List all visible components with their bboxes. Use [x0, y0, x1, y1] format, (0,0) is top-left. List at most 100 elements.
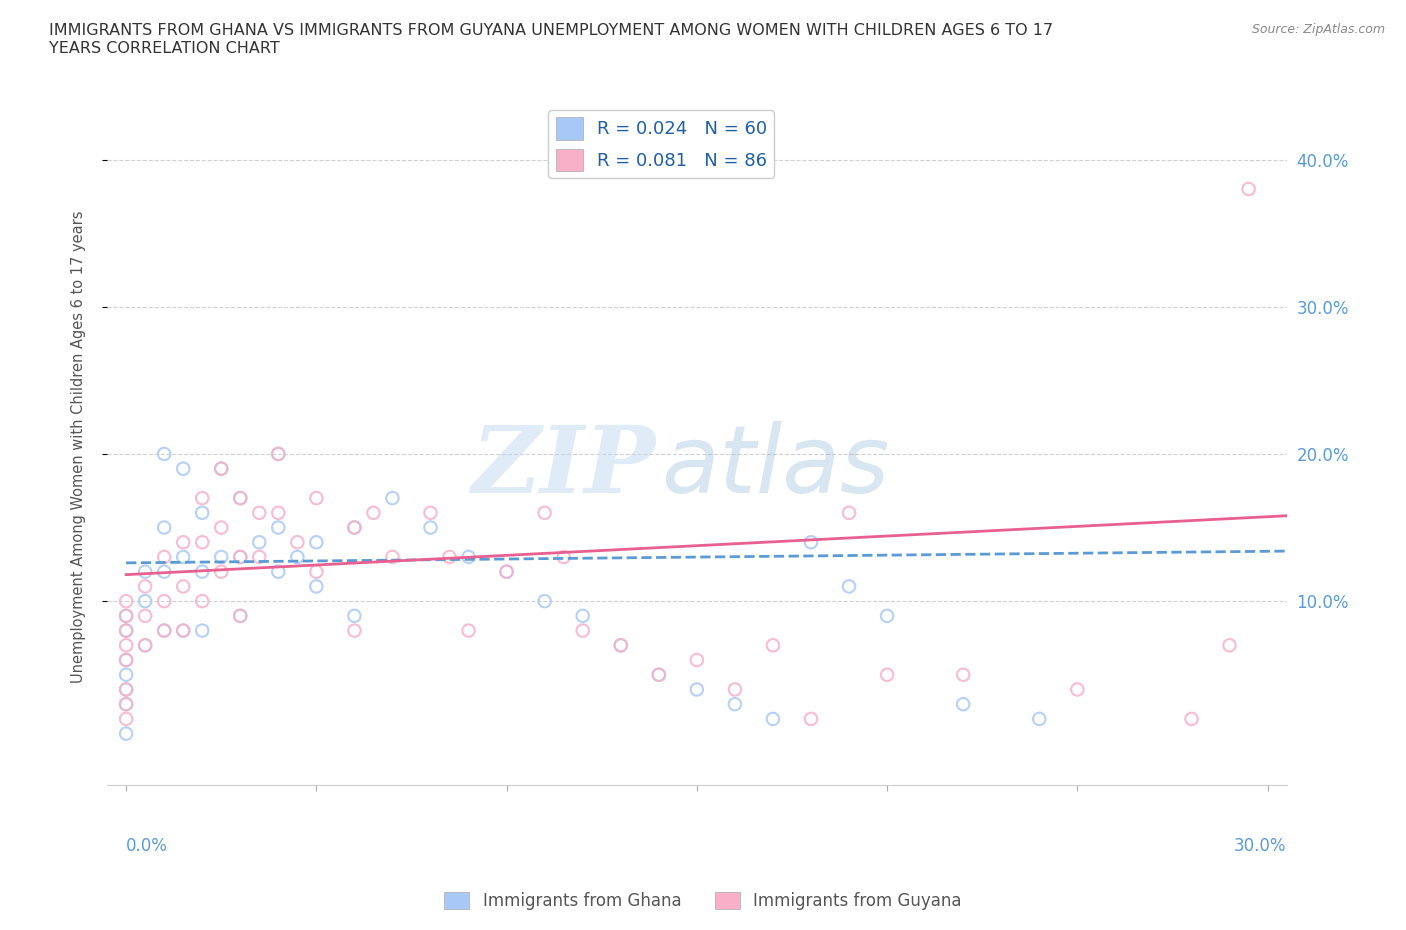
- Point: [115, 682, 138, 697]
- Point: [115, 668, 138, 683]
- Point: [191, 491, 214, 506]
- Point: [247, 535, 270, 550]
- Point: [553, 550, 575, 565]
- Point: [115, 623, 138, 638]
- Point: [800, 711, 823, 726]
- Y-axis label: Unemployment Among Women with Children Ages 6 to 17 years: Unemployment Among Women with Children A…: [72, 210, 86, 683]
- Point: [172, 461, 194, 476]
- Point: [343, 608, 366, 623]
- Point: [209, 461, 232, 476]
- Point: [724, 682, 747, 697]
- Point: [285, 550, 308, 565]
- Point: [172, 623, 194, 638]
- Point: [172, 579, 194, 594]
- Point: [153, 520, 176, 535]
- Point: [229, 550, 252, 565]
- Point: [134, 638, 156, 653]
- Point: [267, 520, 290, 535]
- Point: [229, 491, 252, 506]
- Point: [724, 697, 747, 711]
- Point: [172, 550, 194, 565]
- Point: [686, 682, 709, 697]
- Point: [191, 593, 214, 608]
- Point: [134, 638, 156, 653]
- Point: [153, 550, 176, 565]
- Point: [191, 535, 214, 550]
- Point: [952, 668, 974, 683]
- Point: [267, 446, 290, 461]
- Point: [343, 520, 366, 535]
- Point: [285, 535, 308, 550]
- Legend: Immigrants from Ghana, Immigrants from Guyana: Immigrants from Ghana, Immigrants from G…: [437, 885, 969, 917]
- Point: [609, 638, 631, 653]
- Point: [247, 505, 270, 520]
- Point: [267, 505, 290, 520]
- Point: [686, 653, 709, 668]
- Point: [115, 593, 138, 608]
- Point: [838, 505, 860, 520]
- Point: [838, 579, 860, 594]
- Point: [153, 623, 176, 638]
- Legend: R = 0.024   N = 60, R = 0.081   N = 86: R = 0.024 N = 60, R = 0.081 N = 86: [548, 111, 775, 178]
- Point: [305, 535, 328, 550]
- Point: [800, 535, 823, 550]
- Point: [134, 593, 156, 608]
- Text: IMMIGRANTS FROM GHANA VS IMMIGRANTS FROM GUYANA UNEMPLOYMENT AMONG WOMEN WITH CH: IMMIGRANTS FROM GHANA VS IMMIGRANTS FROM…: [49, 23, 1053, 56]
- Point: [209, 461, 232, 476]
- Point: [648, 668, 671, 683]
- Point: [153, 565, 176, 579]
- Point: [419, 505, 441, 520]
- Point: [381, 550, 404, 565]
- Point: [533, 593, 555, 608]
- Point: [229, 608, 252, 623]
- Point: [115, 726, 138, 741]
- Point: [533, 505, 555, 520]
- Point: [115, 682, 138, 697]
- Point: [229, 491, 252, 506]
- Point: [305, 565, 328, 579]
- Point: [115, 653, 138, 668]
- Point: [419, 520, 441, 535]
- Point: [267, 565, 290, 579]
- Point: [343, 623, 366, 638]
- Point: [305, 491, 328, 506]
- Point: [876, 608, 898, 623]
- Point: [115, 653, 138, 668]
- Point: [439, 550, 461, 565]
- Point: [209, 520, 232, 535]
- Point: [495, 565, 517, 579]
- Point: [267, 446, 290, 461]
- Point: [115, 697, 138, 711]
- Point: [209, 550, 232, 565]
- Point: [1028, 711, 1050, 726]
- Text: atlas: atlas: [661, 421, 890, 512]
- Point: [1066, 682, 1088, 697]
- Point: [762, 638, 785, 653]
- Point: [134, 565, 156, 579]
- Point: [191, 505, 214, 520]
- Point: [191, 565, 214, 579]
- Point: [1180, 711, 1202, 726]
- Point: [495, 565, 517, 579]
- Point: [115, 623, 138, 638]
- Point: [343, 520, 366, 535]
- Point: [153, 446, 176, 461]
- Point: [115, 638, 138, 653]
- Point: [134, 608, 156, 623]
- Point: [1237, 181, 1260, 196]
- Point: [648, 668, 671, 683]
- Point: [457, 550, 479, 565]
- Point: [229, 550, 252, 565]
- Point: [229, 608, 252, 623]
- Point: [191, 623, 214, 638]
- Point: [571, 623, 593, 638]
- Text: 0.0%: 0.0%: [127, 837, 167, 856]
- Point: [115, 608, 138, 623]
- Point: [609, 638, 631, 653]
- Text: ZIP: ZIP: [471, 422, 655, 512]
- Point: [876, 668, 898, 683]
- Point: [381, 491, 404, 506]
- Point: [134, 579, 156, 594]
- Text: Source: ZipAtlas.com: Source: ZipAtlas.com: [1251, 23, 1385, 36]
- Point: [457, 623, 479, 638]
